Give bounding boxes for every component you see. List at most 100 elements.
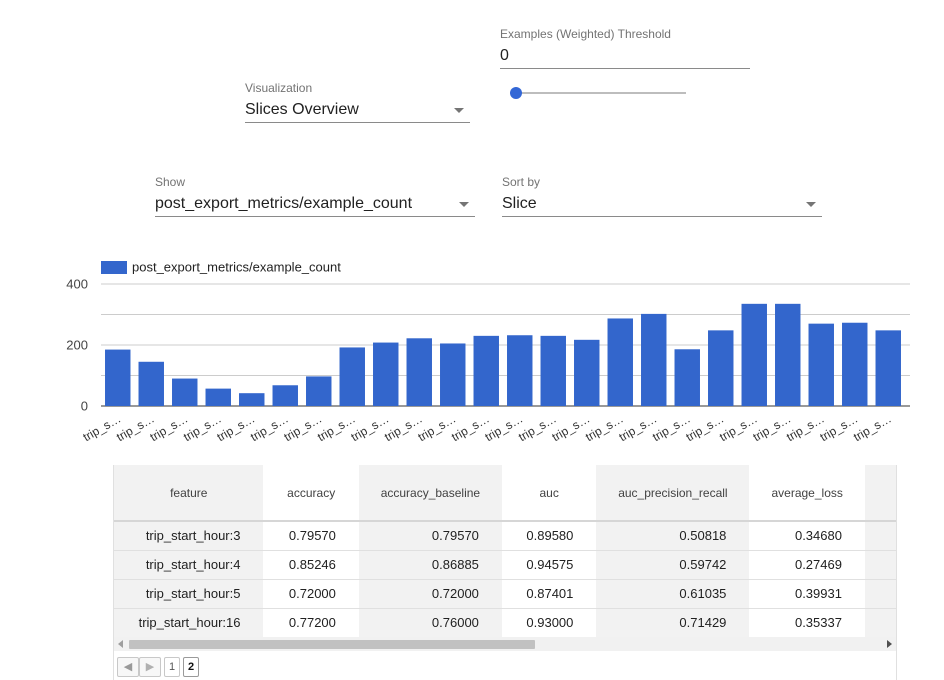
column-header[interactable]: feature bbox=[114, 465, 264, 522]
x-tick-label: trip_s… bbox=[650, 411, 693, 444]
table-row[interactable]: trip_start_hour:16 0.77200 0.76000 0.930… bbox=[114, 608, 896, 638]
table-cell: 0.76000 bbox=[358, 608, 502, 638]
y-tick-label: 200 bbox=[66, 338, 88, 353]
bar[interactable] bbox=[574, 339, 600, 406]
visualization-value[interactable]: Slices Overview bbox=[245, 101, 359, 118]
bar[interactable] bbox=[138, 361, 164, 406]
bar[interactable] bbox=[641, 313, 667, 406]
threshold-slider[interactable] bbox=[510, 84, 686, 102]
sort-by-label: Sort by bbox=[502, 175, 541, 189]
x-tick-label: trip_s… bbox=[516, 411, 559, 444]
table-cell: 0.87401 bbox=[501, 579, 597, 609]
visualization-dropdown[interactable]: Visualization Slices Overview bbox=[245, 81, 470, 123]
x-tick-label: trip_s… bbox=[80, 411, 123, 444]
table-cell: trip_start_hour:16 bbox=[114, 608, 264, 638]
table-cell: 0.77200 bbox=[263, 608, 359, 638]
x-tick-label: trip_s… bbox=[415, 411, 458, 444]
x-tick-label: trip_s… bbox=[114, 411, 157, 444]
bar[interactable] bbox=[373, 342, 399, 406]
slider-track[interactable] bbox=[516, 92, 686, 94]
scroll-right-arrow-icon[interactable] bbox=[887, 640, 892, 648]
table-row[interactable]: trip_start_hour:5 0.72000 0.72000 0.8740… bbox=[114, 579, 896, 609]
x-tick-label: trip_s… bbox=[750, 411, 793, 444]
bar[interactable] bbox=[172, 378, 198, 406]
column-header[interactable]: average_loss bbox=[749, 465, 865, 522]
table-row[interactable]: trip_start_hour:4 0.85246 0.86885 0.9457… bbox=[114, 550, 896, 580]
threshold-input[interactable]: 0 bbox=[500, 47, 509, 64]
scrollbar-thumb[interactable] bbox=[129, 640, 535, 649]
column-header[interactable]: accuracy_baseline bbox=[358, 465, 502, 522]
y-tick-label: 0 bbox=[81, 399, 88, 414]
bar[interactable] bbox=[540, 335, 566, 406]
bar[interactable] bbox=[272, 385, 298, 406]
bar[interactable] bbox=[775, 303, 801, 406]
x-tick-label: trip_s… bbox=[214, 411, 257, 444]
x-tick-label: trip_s… bbox=[482, 411, 525, 444]
x-tick-label: trip_s… bbox=[315, 411, 358, 444]
bar[interactable] bbox=[306, 376, 332, 406]
table-cell: 0.72000 bbox=[263, 579, 359, 609]
bar[interactable] bbox=[607, 318, 633, 406]
next-page-button[interactable]: ▶ bbox=[139, 657, 161, 677]
bar[interactable] bbox=[105, 349, 131, 406]
horizontal-scrollbar[interactable] bbox=[113, 637, 897, 651]
column-header[interactable]: auc_precision_recall bbox=[596, 465, 750, 522]
metrics-table: feature accuracy accuracy_baseline auc a… bbox=[113, 465, 897, 680]
x-tick-label: trip_s… bbox=[248, 411, 291, 444]
table-cell: trip_start_hour:5 bbox=[114, 579, 264, 609]
table-cell: trip_start_hour:4 bbox=[114, 550, 264, 580]
bar[interactable] bbox=[741, 303, 767, 406]
x-tick-label: trip_s… bbox=[281, 411, 324, 444]
bar[interactable] bbox=[674, 349, 700, 406]
chevron-down-icon[interactable] bbox=[454, 108, 464, 113]
x-tick-label: trip_s… bbox=[348, 411, 391, 444]
chart-svg: post_export_metrics/example_count 0 200 40… bbox=[66, 260, 910, 444]
chevron-down-icon[interactable] bbox=[459, 202, 469, 207]
sort-by-dropdown[interactable]: Sort by Slice bbox=[502, 175, 822, 217]
bar[interactable] bbox=[239, 393, 265, 406]
legend-label: post_export_metrics/example_count bbox=[132, 260, 341, 275]
show-dropdown[interactable]: Show post_export_metrics/example_count bbox=[155, 175, 475, 217]
bar[interactable] bbox=[808, 323, 834, 406]
page-1-button[interactable]: 1 bbox=[164, 657, 180, 677]
table-row[interactable]: trip_start_hour:3 0.79570 0.79570 0.8958… bbox=[114, 521, 896, 551]
y-tick-label: 400 bbox=[66, 277, 88, 292]
chevron-down-icon[interactable] bbox=[806, 202, 816, 207]
bar[interactable] bbox=[708, 330, 734, 406]
bar[interactable] bbox=[205, 388, 231, 406]
column-header[interactable]: accuracy bbox=[263, 465, 359, 522]
table-cell: 0.50818 bbox=[596, 521, 750, 551]
bar[interactable] bbox=[842, 322, 868, 406]
table-cell: 0.27469 bbox=[749, 550, 865, 580]
bar[interactable] bbox=[406, 338, 432, 406]
slider-thumb[interactable] bbox=[510, 87, 522, 99]
bar[interactable] bbox=[473, 335, 499, 406]
legend-swatch bbox=[101, 261, 127, 274]
table-cell: 0.89580 bbox=[501, 521, 597, 551]
visualization-underline bbox=[245, 122, 470, 123]
page-2-button[interactable]: 2 bbox=[183, 657, 199, 677]
bar[interactable] bbox=[339, 347, 365, 406]
column-header[interactable]: auc bbox=[501, 465, 597, 522]
table-cell: 0.61035 bbox=[596, 579, 750, 609]
bar[interactable] bbox=[507, 335, 533, 406]
table-cell-overflow bbox=[864, 550, 896, 580]
table-cell-overflow bbox=[864, 521, 896, 551]
table-cell: 0.72000 bbox=[358, 579, 502, 609]
bar[interactable] bbox=[875, 330, 901, 406]
previous-page-button[interactable]: ◀ bbox=[117, 657, 139, 677]
sort-by-value[interactable]: Slice bbox=[502, 195, 537, 212]
table-cell: 0.79570 bbox=[263, 521, 359, 551]
table-pager: ◀ ▶ 1 2 bbox=[113, 651, 897, 680]
table-cell: trip_start_hour:3 bbox=[114, 521, 264, 551]
x-tick-label: trip_s… bbox=[147, 411, 190, 444]
scroll-left-arrow-icon[interactable] bbox=[118, 640, 123, 648]
threshold-field[interactable]: Examples (Weighted) Threshold 0 bbox=[500, 27, 750, 69]
table-cell: 0.35337 bbox=[749, 608, 865, 638]
slices-bar-chart: post_export_metrics/example_count 0 200 40… bbox=[60, 255, 920, 455]
threshold-label: Examples (Weighted) Threshold bbox=[500, 27, 671, 41]
bar[interactable] bbox=[440, 343, 466, 406]
show-value[interactable]: post_export_metrics/example_count bbox=[155, 195, 413, 212]
table-cell-overflow bbox=[864, 579, 896, 609]
visualization-label: Visualization bbox=[245, 81, 313, 95]
